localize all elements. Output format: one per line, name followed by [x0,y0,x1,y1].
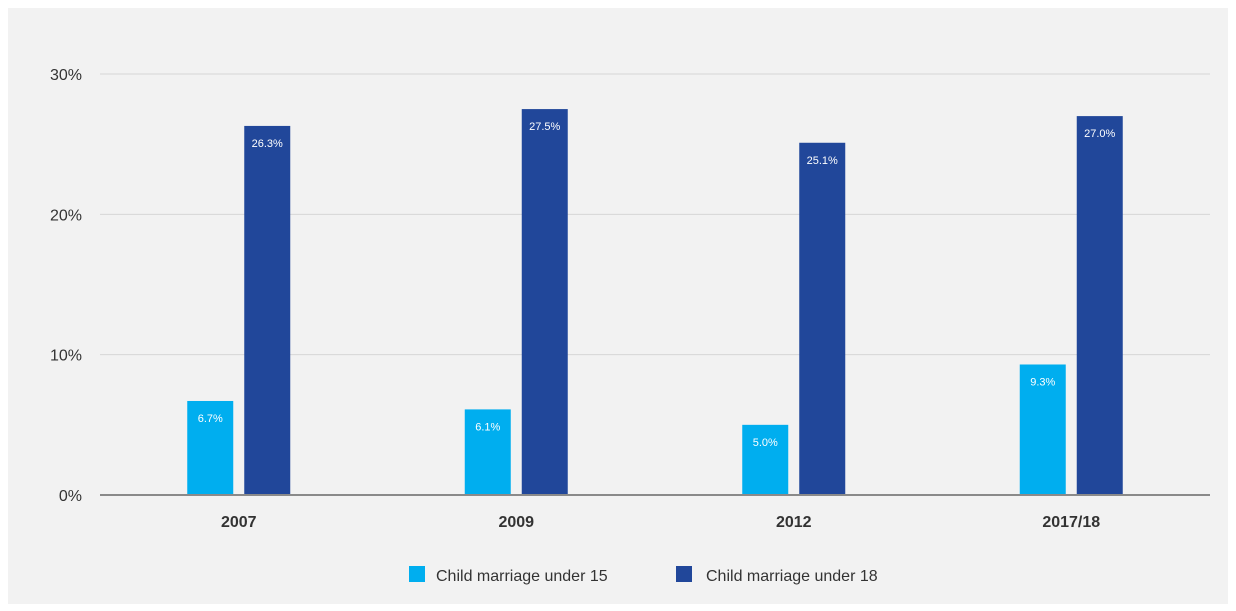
bar-under-18-2012 [799,142,846,495]
data-label-under-18: 27.0% [1084,128,1115,140]
bar-under-15-2009 [464,409,511,495]
y-tick-label: 20% [50,207,82,224]
y-tick-label: 0% [59,488,82,505]
chart-panel [8,8,1228,604]
x-category-label: 2007 [221,514,257,531]
x-category-label: 2009 [498,514,534,531]
bar-under-18-2017-18 [1076,116,1123,495]
data-label-under-15: 6.7% [198,413,223,425]
data-label-under-15: 5.0% [753,437,778,449]
x-category-label: 2017/18 [1042,514,1100,531]
bar-under-18-2009 [521,109,568,495]
y-tick-label: 30% [50,67,82,84]
legend-label-under-18: Child marriage under 18 [706,568,878,585]
legend-label-under-15: Child marriage under 15 [436,568,608,585]
legend-swatch-under-18 [676,566,692,582]
legend: Child marriage under 15 Child marriage u… [409,566,878,585]
data-label-under-18: 26.3% [252,138,283,150]
y-axis-ticks: 0% 10% 20% 30% [50,67,82,505]
y-tick-label: 10% [50,348,82,365]
bar-under-18-2007 [244,125,291,495]
bar-under-15-2007 [187,400,234,495]
bars [187,109,1123,495]
data-label-under-18: 27.5% [529,121,560,133]
data-label-under-18: 25.1% [807,155,838,167]
data-label-under-15: 6.1% [475,421,500,433]
data-labels: 6.7% 26.3% 6.1% 27.5% 5.0% 25.1% 9.3% 27.0% [198,121,1116,449]
data-label-under-15: 9.3% [1030,376,1055,388]
x-axis-categories: 2007 2009 2012 2017/18 [221,514,1100,531]
x-category-label: 2012 [776,514,812,531]
bar-under-15-2017-18 [1019,364,1066,495]
legend-swatch-under-15 [409,566,425,582]
bar-under-15-2012 [742,424,789,495]
